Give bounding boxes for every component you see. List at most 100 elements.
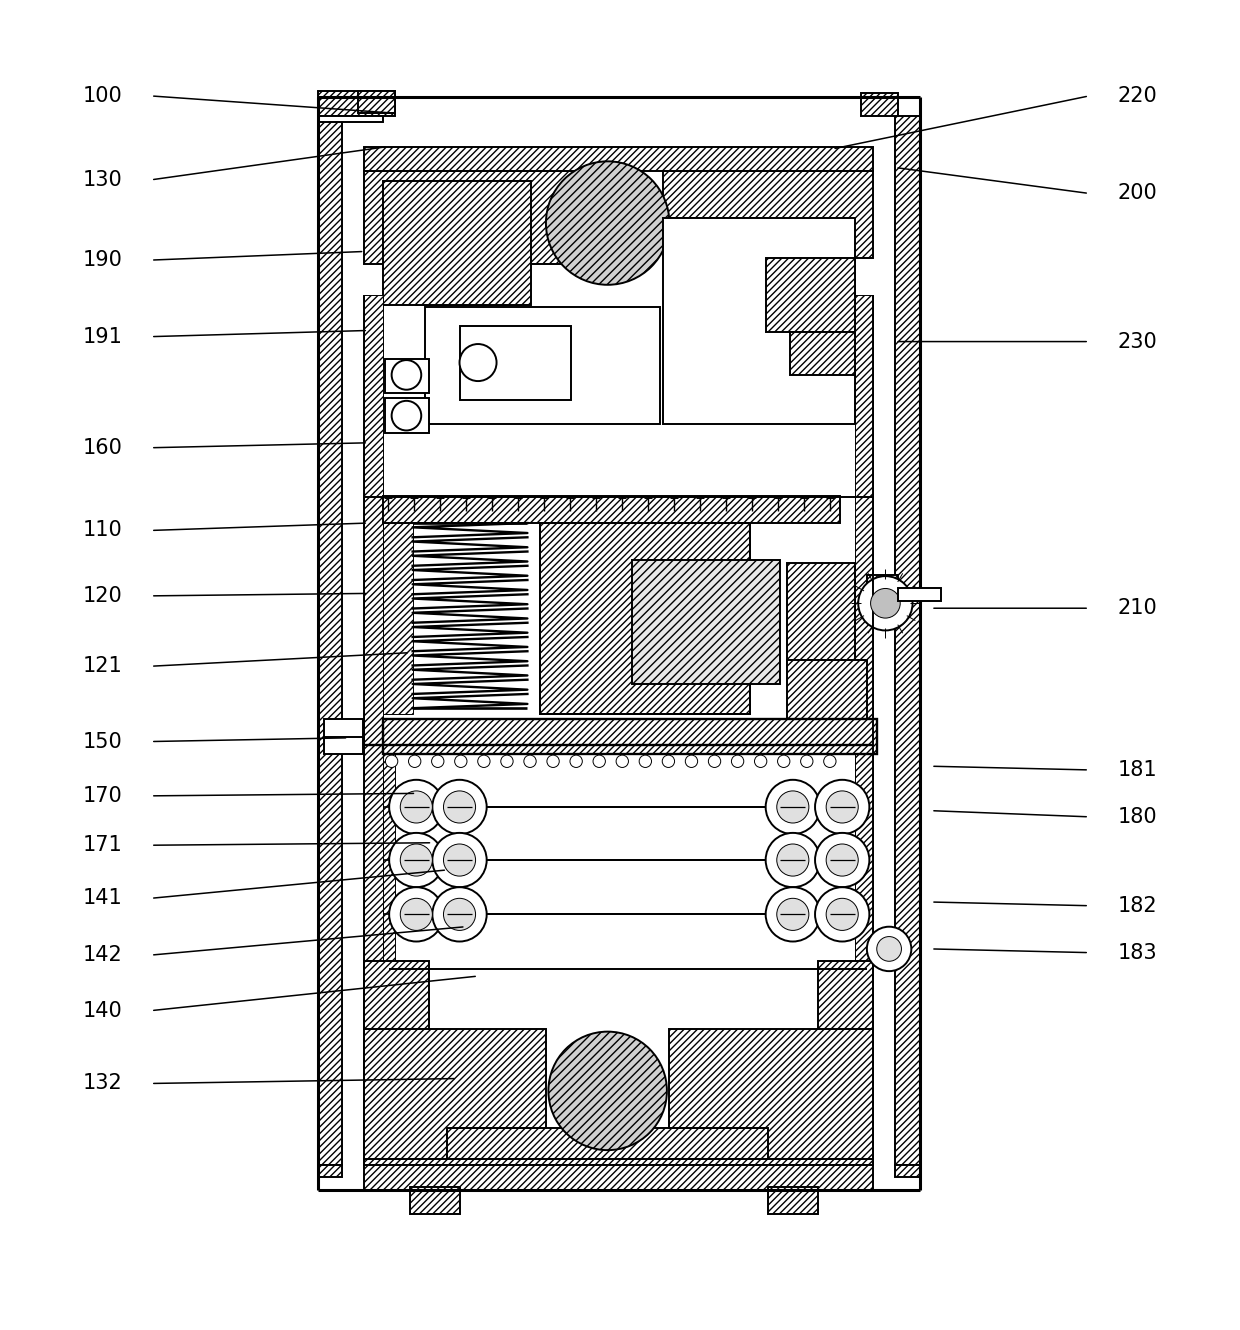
Bar <box>358 90 396 113</box>
Circle shape <box>662 755 675 767</box>
Bar <box>317 90 396 116</box>
Circle shape <box>392 400 422 431</box>
Bar <box>365 962 429 1165</box>
Text: 181: 181 <box>1117 759 1157 779</box>
Bar <box>790 331 854 375</box>
Text: 170: 170 <box>83 786 123 806</box>
Circle shape <box>867 927 911 971</box>
Circle shape <box>815 887 869 942</box>
Text: 110: 110 <box>83 520 123 540</box>
Bar <box>786 660 867 720</box>
Text: 183: 183 <box>1117 943 1157 963</box>
Text: 120: 120 <box>83 587 123 606</box>
Bar <box>317 116 342 1165</box>
Circle shape <box>460 344 496 382</box>
Text: 142: 142 <box>83 946 123 966</box>
Circle shape <box>870 588 900 618</box>
Circle shape <box>389 833 444 887</box>
Bar <box>768 1188 817 1214</box>
Text: 200: 200 <box>1117 184 1157 203</box>
Circle shape <box>401 898 433 931</box>
Circle shape <box>823 755 836 767</box>
Text: 121: 121 <box>83 656 123 676</box>
Bar <box>854 745 873 1165</box>
Circle shape <box>433 887 486 942</box>
Bar <box>867 575 898 622</box>
Circle shape <box>444 898 476 931</box>
Circle shape <box>776 791 808 823</box>
Circle shape <box>686 755 698 767</box>
Bar <box>324 720 363 754</box>
Circle shape <box>401 845 433 876</box>
Polygon shape <box>663 172 873 258</box>
Circle shape <box>523 755 536 767</box>
Text: 140: 140 <box>83 1000 123 1020</box>
Circle shape <box>546 161 670 285</box>
Bar <box>895 1165 920 1177</box>
Polygon shape <box>670 1029 873 1165</box>
Circle shape <box>826 791 858 823</box>
Circle shape <box>547 755 559 767</box>
Text: 190: 190 <box>83 250 123 270</box>
Bar <box>786 563 854 668</box>
Text: 141: 141 <box>83 888 123 908</box>
Text: 100: 100 <box>83 86 123 106</box>
Bar <box>383 720 877 754</box>
Bar <box>365 295 383 1165</box>
Bar <box>386 359 429 394</box>
Text: 210: 210 <box>1117 598 1157 618</box>
Bar <box>895 116 920 1165</box>
Text: 180: 180 <box>1117 807 1157 827</box>
Text: 130: 130 <box>83 170 123 190</box>
Circle shape <box>858 576 913 630</box>
Circle shape <box>815 833 869 887</box>
Bar <box>317 1165 342 1177</box>
Circle shape <box>765 779 820 834</box>
Text: 191: 191 <box>83 327 123 347</box>
Circle shape <box>433 833 486 887</box>
Bar <box>898 588 941 601</box>
Circle shape <box>433 779 486 834</box>
Circle shape <box>801 755 813 767</box>
Circle shape <box>477 755 490 767</box>
Bar <box>383 523 413 714</box>
Bar <box>365 1158 873 1189</box>
Circle shape <box>570 755 583 767</box>
Bar <box>365 146 873 172</box>
Circle shape <box>754 755 766 767</box>
Circle shape <box>815 779 869 834</box>
Bar <box>854 295 873 1165</box>
Polygon shape <box>365 1029 546 1165</box>
Text: 171: 171 <box>83 835 123 855</box>
Circle shape <box>708 755 720 767</box>
Circle shape <box>732 755 744 767</box>
Polygon shape <box>365 172 577 305</box>
Bar <box>317 116 383 122</box>
Circle shape <box>616 755 629 767</box>
Circle shape <box>776 845 808 876</box>
Text: 182: 182 <box>1117 895 1157 916</box>
Circle shape <box>386 755 398 767</box>
Circle shape <box>401 791 433 823</box>
Circle shape <box>639 755 651 767</box>
Bar <box>365 1128 873 1165</box>
Bar <box>539 523 750 714</box>
Circle shape <box>501 755 513 767</box>
Circle shape <box>776 898 808 931</box>
Bar <box>817 962 873 1165</box>
Circle shape <box>444 845 476 876</box>
Bar <box>425 307 660 424</box>
Circle shape <box>765 887 820 942</box>
Text: 160: 160 <box>83 438 123 458</box>
Bar <box>460 326 570 399</box>
Bar <box>410 1188 460 1214</box>
Text: 230: 230 <box>1117 331 1157 351</box>
Bar <box>383 745 396 1165</box>
Text: 132: 132 <box>83 1073 123 1093</box>
Circle shape <box>455 755 467 767</box>
Circle shape <box>392 360 422 390</box>
Circle shape <box>826 898 858 931</box>
Circle shape <box>765 833 820 887</box>
Circle shape <box>444 791 476 823</box>
Text: 150: 150 <box>83 732 123 751</box>
